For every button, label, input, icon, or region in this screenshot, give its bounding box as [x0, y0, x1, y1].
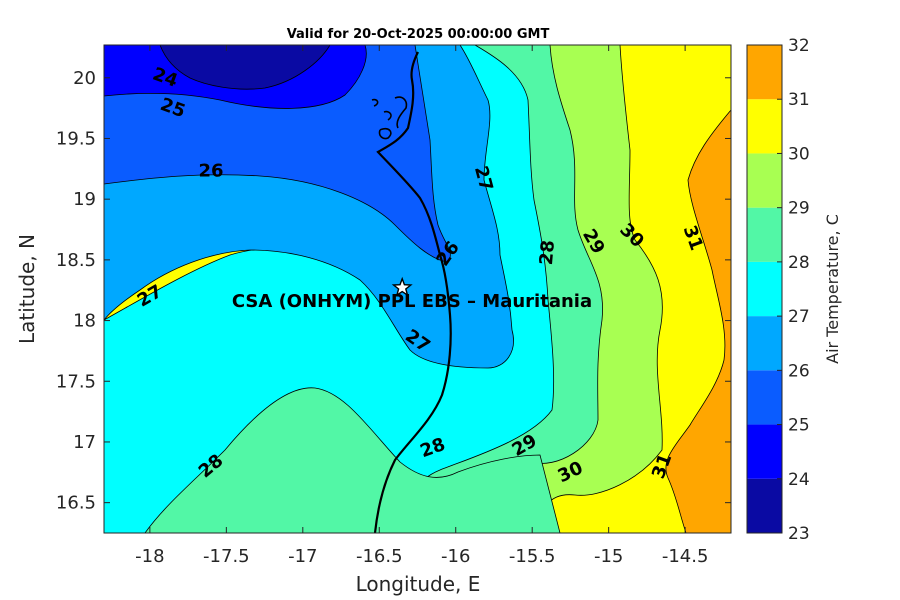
- x-tick-label: -16: [441, 546, 470, 567]
- colorbar-tick-label: 32: [788, 36, 810, 56]
- x-axis-label: Longitude, E: [356, 572, 481, 596]
- colorbar-tick-label: 27: [788, 307, 810, 327]
- colorbar-label: Air Temperature, C: [823, 214, 842, 364]
- colorbar-segment: [747, 316, 782, 371]
- y-tick-label: 16.5: [56, 493, 96, 514]
- colorbar-frame: [746, 44, 783, 534]
- y-tick-label: 19.5: [56, 128, 96, 149]
- y-tick-label: 20: [73, 68, 96, 89]
- site-star-icon: [391, 276, 413, 297]
- colorbar-segment: [747, 207, 782, 262]
- colorbar-tick-label: 29: [788, 199, 810, 219]
- site-marker: CSA (ONHYM) PPL EBS – Mauritania: [232, 276, 592, 312]
- y-axis-label: Latitude, N: [15, 234, 39, 344]
- colorbar-tick-label: 25: [788, 416, 810, 436]
- plot-frame: [103, 44, 732, 534]
- island-coast: [371, 96, 408, 140]
- contour-field: [104, 45, 731, 533]
- contour-label: 26: [199, 161, 224, 182]
- x-tick-label: -18: [135, 546, 164, 567]
- y-tick-label: 17: [73, 432, 96, 453]
- band-28-29-south: [144, 387, 561, 533]
- band-31-32: [665, 45, 731, 533]
- y-axis: 16.5 17 17.5 18 18.5 19 19.5 20: [56, 68, 731, 514]
- site-label: CSA (ONHYM) PPL EBS – Mauritania: [232, 291, 592, 312]
- colorbar-segment: [747, 478, 782, 533]
- contour-label: 28: [536, 239, 559, 266]
- colorbar-tick-label: 28: [788, 253, 810, 273]
- colorbar-segment: [747, 99, 782, 154]
- colorbar-segment: [747, 45, 782, 100]
- y-tick-label: 17.5: [56, 371, 96, 392]
- x-tick-label: -17: [288, 546, 317, 567]
- colorbar-tick-label: 30: [788, 144, 810, 164]
- colorbar-tick-label: 23: [788, 524, 810, 544]
- chart-title: Valid for 20-Oct-2025 00:00:00 GMT: [287, 27, 550, 42]
- y-tick-label: 18.5: [56, 250, 96, 271]
- band-25-26: [104, 45, 451, 263]
- colorbar-segment: [747, 370, 782, 425]
- colorbar-segment: [747, 424, 782, 479]
- colorbar: 23 24 25 26 27 28 29 30 31 32: [746, 36, 810, 544]
- x-tick-label: -15.5: [509, 546, 556, 567]
- colorbar-tick-label: 24: [788, 470, 810, 490]
- colorbar-tick-label: 26: [788, 361, 810, 381]
- x-tick-label: -14.5: [662, 546, 709, 567]
- x-axis: -18 -17.5 -17 -16.5 -16 -15.5 -15 -14.5: [135, 45, 708, 567]
- y-tick-label: 19: [73, 189, 96, 210]
- x-tick-label: -15: [594, 546, 623, 567]
- coastline: [373, 51, 452, 533]
- colorbar-segment: [747, 261, 782, 317]
- colorbar-segment: [747, 153, 782, 208]
- band-23-24: [159, 45, 331, 90]
- colorbar-tick-label: 31: [788, 90, 810, 110]
- y-tick-label: 18: [73, 311, 96, 332]
- x-tick-label: -16.5: [356, 546, 403, 567]
- x-tick-label: -17.5: [203, 546, 250, 567]
